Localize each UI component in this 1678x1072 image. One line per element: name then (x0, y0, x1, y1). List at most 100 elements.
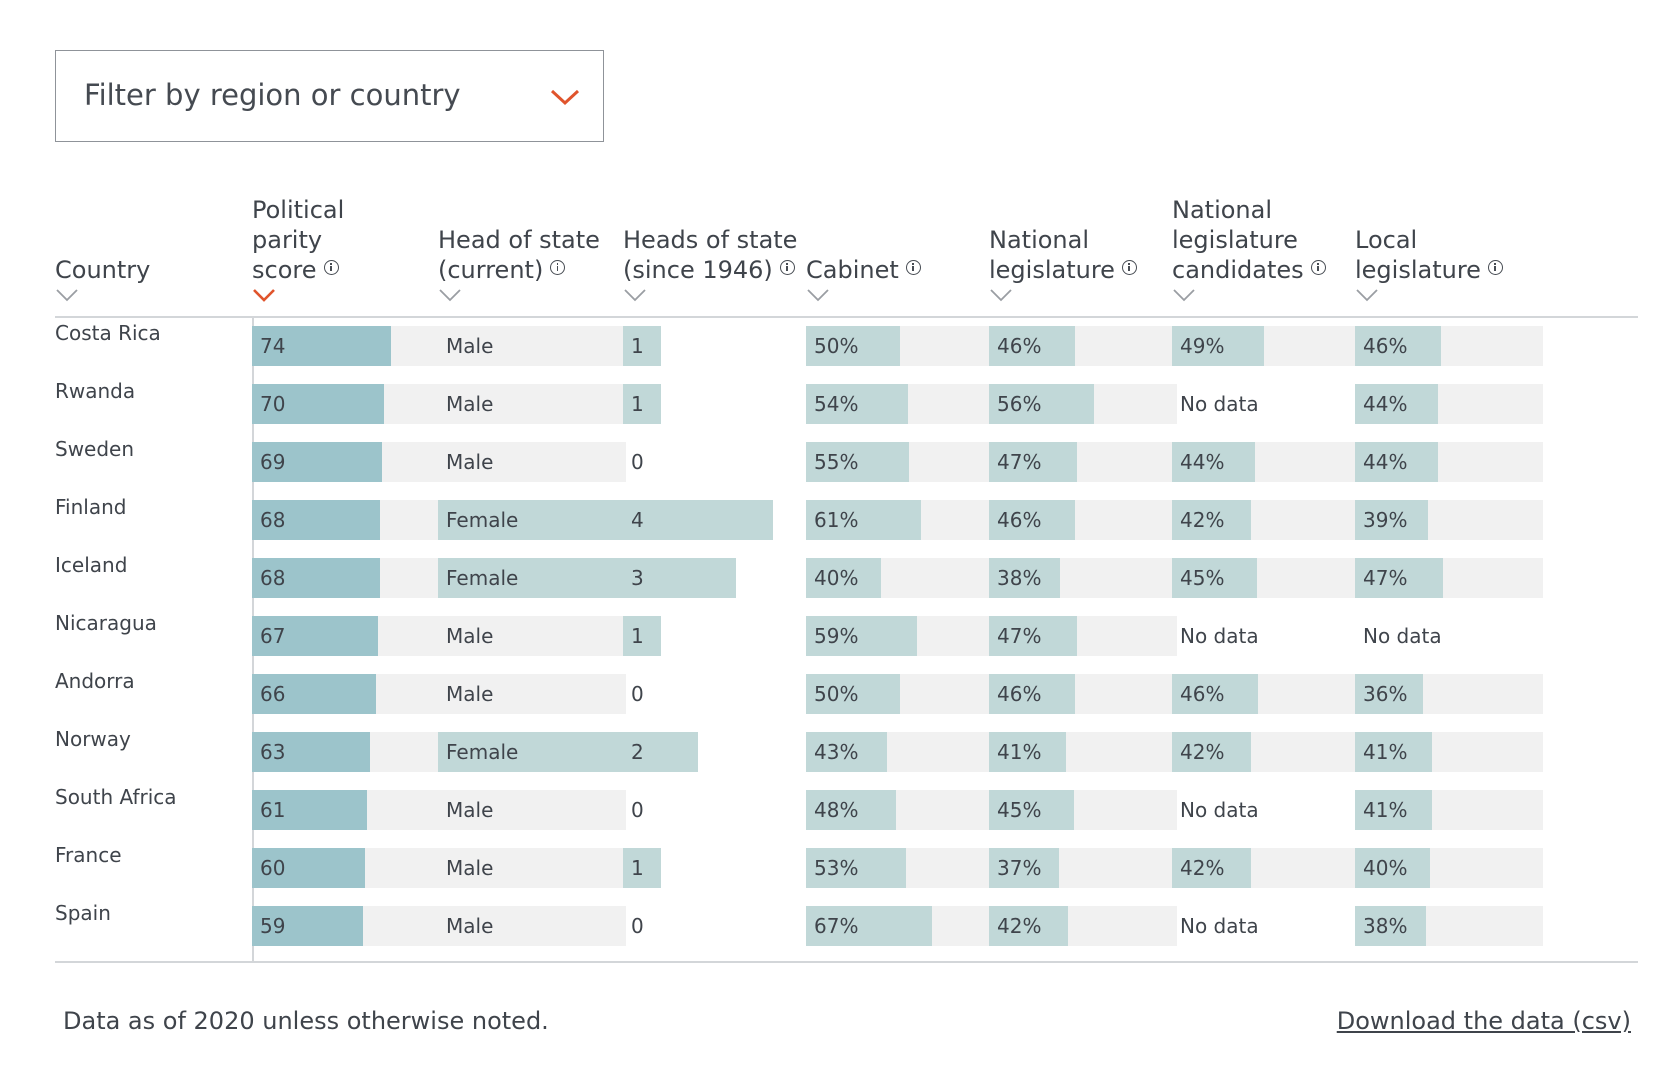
country-name: Nicaragua (55, 611, 157, 635)
cell-local_leg: 44% (1355, 384, 1543, 424)
cell-heads_since: 0 (623, 790, 811, 830)
cell-score: 70 (252, 384, 440, 424)
country-name: Rwanda (55, 379, 136, 403)
bar-fill (1355, 732, 1433, 772)
info-icon[interactable] (1310, 260, 1326, 275)
sort-chevron-icon[interactable] (252, 288, 276, 302)
bar-fill (1355, 906, 1427, 946)
column-header-label-line: (since 1946) (623, 255, 797, 285)
bar-fill (989, 558, 1061, 598)
region-country-filter-dropdown[interactable]: Filter by region or country (55, 50, 604, 142)
bar-fill (623, 500, 774, 540)
download-csv-link[interactable]: Download the data (csv) (1336, 1007, 1631, 1035)
cell-value: 40% (1363, 856, 1408, 880)
bar-fill (1355, 442, 1438, 482)
cell-national_leg: 56% (989, 384, 1177, 424)
info-icon[interactable] (1487, 260, 1503, 275)
bar-fill (806, 558, 882, 598)
cell-value: 44% (1180, 450, 1225, 474)
cell-value: 3 (631, 566, 644, 590)
bar-fill (1172, 326, 1265, 366)
cell-value: 59 (260, 914, 286, 938)
cell-local_leg: 46% (1355, 326, 1543, 366)
cell-local_leg: No data (1355, 616, 1543, 656)
info-icon[interactable] (905, 260, 921, 275)
parity-table: Country Political parity score Head of state… (55, 170, 1638, 963)
cell-candidates: 42% (1172, 732, 1360, 772)
sort-chevron-icon[interactable] (1172, 288, 1196, 302)
cell-head_current: Female (438, 732, 626, 772)
bar-fill (989, 732, 1067, 772)
info-icon[interactable] (1121, 260, 1137, 275)
country-name: France (55, 843, 122, 867)
cell-score: 59 (252, 906, 440, 946)
cell-value: 4 (631, 508, 644, 532)
cell-national_leg: 45% (989, 790, 1177, 830)
cell-value: 59% (814, 624, 859, 648)
cell-cabinet: 55% (806, 442, 994, 482)
cell-national_leg: 41% (989, 732, 1177, 772)
info-icon[interactable] (779, 260, 795, 275)
cell-cabinet: 53% (806, 848, 994, 888)
bar-fill (1355, 558, 1444, 598)
cell-score: 61 (252, 790, 440, 830)
sort-chevron-icon[interactable] (438, 288, 462, 302)
cell-value: 67 (260, 624, 286, 648)
table-row: Finland 68 Female 4 61% 46% 42% 39% (55, 495, 1638, 540)
sort-chevron-icon[interactable] (1355, 288, 1379, 302)
bar-fill (252, 906, 363, 946)
cell-cabinet: 61% (806, 500, 994, 540)
cell-value: 50% (814, 682, 859, 706)
cell-value: 0 (631, 450, 644, 474)
bar-fill (989, 500, 1076, 540)
cell-national_leg: 37% (989, 848, 1177, 888)
bar-fill (252, 732, 371, 772)
cell-value: Male (446, 450, 494, 474)
bar-fill (252, 500, 380, 540)
column-header-label-line: National (1172, 196, 1273, 224)
table-row: Norway 63 Female 2 43% 41% 42% 41% (55, 727, 1638, 772)
bar-fill (806, 326, 900, 366)
column-header-label-line: score (252, 255, 344, 285)
bar-fill (438, 558, 626, 598)
cell-heads_since: 0 (623, 442, 811, 482)
column-header-label-line: Heads of state (623, 226, 798, 254)
header-divider (55, 316, 1638, 318)
bar-fill (252, 384, 384, 424)
bar-fill (806, 906, 932, 946)
column-header-label: Country (55, 255, 150, 285)
bar-fill (806, 848, 906, 888)
cell-value: 70 (260, 392, 286, 416)
column-header-label: Head of state (current) (438, 225, 600, 285)
sort-chevron-icon[interactable] (623, 288, 647, 302)
info-icon[interactable] (550, 260, 566, 275)
sort-chevron-icon[interactable] (55, 288, 79, 302)
cell-value: 42% (997, 914, 1042, 938)
cell-cabinet: 54% (806, 384, 994, 424)
bar-fill (252, 790, 367, 830)
column-header-label: Cabinet (806, 255, 921, 285)
cell-value: 0 (631, 682, 644, 706)
bar-fill (1355, 384, 1438, 424)
bar-fill (623, 384, 661, 424)
column-header-label-line: Country (55, 256, 151, 284)
bar-fill (438, 732, 626, 772)
cell-value: 44% (1363, 450, 1408, 474)
cell-value: 1 (631, 392, 644, 416)
sort-chevron-icon[interactable] (806, 288, 830, 302)
column-header-label-line: parity (252, 226, 323, 254)
cell-value: Male (446, 624, 494, 648)
sort-chevron-icon[interactable] (989, 288, 1013, 302)
cell-local_leg: 41% (1355, 790, 1543, 830)
bar-fill (1355, 790, 1433, 830)
cell-local_leg: 36% (1355, 674, 1543, 714)
column-header-label-line: legislature (989, 255, 1137, 285)
cell-heads_since: 3 (623, 558, 811, 598)
column-header-label-line: Local (1355, 226, 1418, 254)
table-row: Rwanda 70 Male 1 54% 56% No data 44% (55, 379, 1638, 424)
country-name: Sweden (55, 437, 135, 461)
cell-score: 74 (252, 326, 440, 366)
info-icon[interactable] (323, 260, 339, 275)
cell-score: 63 (252, 732, 440, 772)
cell-local_leg: 39% (1355, 500, 1543, 540)
